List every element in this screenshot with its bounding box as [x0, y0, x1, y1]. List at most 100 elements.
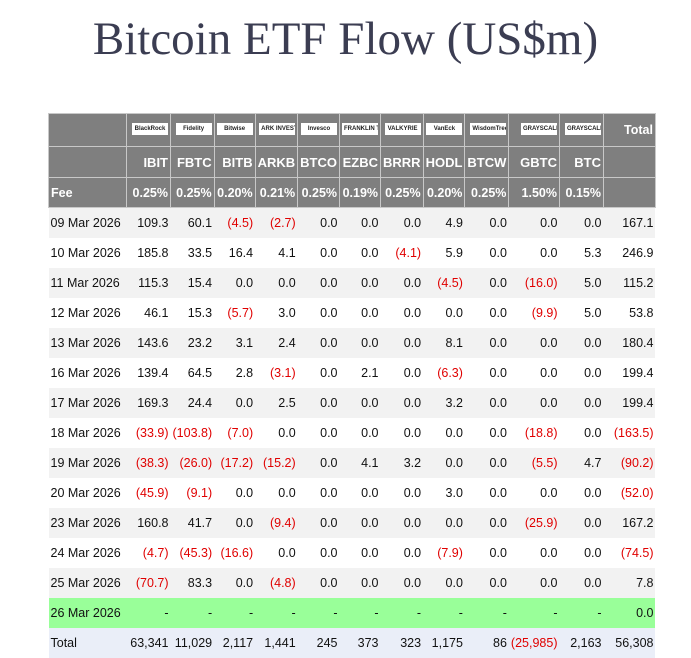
- flow-cell: (4.1): [395, 246, 422, 260]
- date-cell: Total: [50, 636, 77, 650]
- flow-cell: 199.4: [622, 396, 654, 410]
- flow-cell: 0.0: [540, 216, 558, 230]
- issuer-logo-cell: VanEck: [422, 113, 466, 147]
- ticker-header: BTC: [558, 146, 604, 178]
- ticker-header: FBTC: [170, 146, 215, 178]
- flow-cell: (9.9): [531, 306, 558, 320]
- flow-cell: 4.1: [361, 456, 379, 470]
- flow-cell: 86: [493, 636, 507, 650]
- flow-cell: (52.0): [620, 486, 654, 500]
- flow-cell: 0.0: [584, 426, 602, 440]
- flow-cell: 0.0: [361, 516, 379, 530]
- flow-cell: -: [374, 606, 379, 620]
- flow-cell: 115.2: [623, 276, 654, 290]
- flow-cell: 109.3: [137, 216, 169, 230]
- flow-cell: 0.0: [361, 486, 379, 500]
- flow-cell: 0.0: [278, 426, 296, 440]
- flow-cell: 0.0: [361, 336, 379, 350]
- flow-cell: 64.5: [187, 366, 213, 380]
- flow-cell: 0.0: [403, 216, 422, 230]
- flow-cell: 0.0: [278, 276, 296, 290]
- flow-cell: 0.0: [489, 576, 507, 590]
- flow-cell: 0.0: [320, 396, 338, 410]
- flow-cell: 16.4: [228, 246, 254, 260]
- flow-cell: -: [248, 606, 254, 620]
- flow-cell: 63,341: [130, 636, 169, 650]
- flow-cell: 0.0: [445, 306, 463, 320]
- flow-cell: 0.0: [403, 306, 422, 320]
- flow-cell: -: [416, 606, 422, 620]
- blank-header: [48, 113, 127, 147]
- flow-cell: 1,175: [431, 636, 463, 650]
- ticker-header: IBIT: [126, 146, 171, 178]
- flow-cell: (5.5): [531, 456, 558, 470]
- flow-cell: 0.0: [489, 366, 507, 380]
- issuer-logo-cell: GRAYSCALE: [558, 113, 604, 147]
- flow-cell: 56,308: [615, 636, 654, 650]
- flow-cell: 0.0: [584, 216, 602, 230]
- flow-cell: 46.1: [144, 306, 169, 320]
- flow-cell: (6.3): [437, 366, 463, 380]
- flow-cell: 0.0: [489, 336, 507, 350]
- table-row: 19 Mar 2026 (38.3) (26.0) (17.2) (15.2) 0.0 4.…: [48, 448, 656, 478]
- flow-cell: 5.3: [584, 246, 602, 260]
- issuer-logo: ARK INVEST: [259, 122, 296, 135]
- date-cell: 12 Mar 2026: [50, 306, 121, 320]
- flow-cell: 0.0: [584, 576, 602, 590]
- flow-cell: 0.0: [235, 516, 254, 530]
- issuer-logo: VALKYRIE: [384, 122, 421, 135]
- table-row: 13 Mar 2026 143.6 23.2 3.1 2.4 0.0 0.0 0.0 8.1 0.…: [48, 328, 656, 358]
- flow-cell: (26.0): [179, 456, 213, 470]
- flow-cell: (2.7): [269, 216, 296, 230]
- flow-cell: 8.1: [445, 336, 463, 350]
- flow-cell: 0.0: [361, 576, 379, 590]
- flow-cell: 33.5: [187, 246, 213, 260]
- table-row: 23 Mar 2026 160.8 41.7 0.0 (9.4) 0.0 0.0 0.0 0.0…: [48, 508, 656, 538]
- flow-cell: 83.3: [187, 576, 213, 590]
- issuer-logo-cell: Invesco: [297, 113, 341, 147]
- fee-row: Fee 0.25% 0.25% 0.20% 0.21% 0.25% 0.19% 0.25% 0.…: [48, 177, 656, 208]
- flow-cell: 0.0: [540, 576, 558, 590]
- ticker-header: BTCW: [464, 146, 510, 178]
- flow-cell: 5.9: [445, 246, 463, 260]
- flow-cell: 0.0: [445, 456, 463, 470]
- flow-cell: (70.7): [135, 576, 169, 590]
- table-row: 25 Mar 2026 (70.7) 83.3 0.0 (4.8) 0.0 0.0 0.0 0.…: [48, 568, 656, 598]
- flow-cell: 3.2: [403, 456, 422, 470]
- flow-cell: -: [207, 606, 213, 620]
- flow-cell: 0.0: [489, 516, 507, 530]
- issuer-logo: VanEck: [426, 122, 463, 135]
- flow-cell: 185.8: [137, 246, 169, 260]
- flow-cell: 0.0: [278, 486, 296, 500]
- flow-cell: (18.8): [524, 426, 558, 440]
- flow-cell: 0.0: [320, 456, 338, 470]
- flow-cell: 4.7: [584, 456, 602, 470]
- flow-cell: 3.2: [445, 396, 463, 410]
- issuer-logo-cell: GRAYSCALE: [508, 113, 560, 147]
- flow-cell: (33.9): [135, 426, 169, 440]
- flow-cell: (163.5): [613, 426, 654, 440]
- flow-cell: 0.0: [445, 576, 463, 590]
- issuer-logo: FRANKLIN TEMPLETON: [342, 122, 379, 135]
- ticker-header: ARKB: [254, 146, 299, 178]
- blank-header: [602, 146, 656, 178]
- table-row: 09 Mar 2026 109.3 60.1 (4.5) (2.7) 0.0 0.0 0.0 4…: [48, 207, 656, 238]
- flow-cell: 0.0: [403, 486, 422, 500]
- flow-cell: 0.0: [278, 546, 296, 560]
- flow-cell: 0.0: [320, 576, 338, 590]
- flow-cell: 0.0: [361, 426, 379, 440]
- flow-cell: 41.7: [187, 516, 213, 530]
- flow-cell: 0.0: [320, 426, 338, 440]
- flow-cell: 0.0: [235, 486, 254, 500]
- flow-cell: 3.1: [235, 336, 254, 350]
- flow-cell: 0.0: [361, 246, 379, 260]
- table-row: 16 Mar 2026 139.4 64.5 2.8 (3.1) 0.0 2.1 0.0 (6.…: [48, 358, 656, 388]
- flow-cell: 245: [316, 636, 338, 650]
- flow-cell: 0.0: [445, 516, 463, 530]
- flow-cell: 143.6: [137, 336, 169, 350]
- ticker-row: IBIT FBTC BITB ARKB BTCO EZBC BRRR HODL BTCW GBTC…: [48, 146, 656, 178]
- flow-cell: 0.0: [320, 276, 338, 290]
- flow-cell: 139.4: [137, 366, 169, 380]
- flow-cell: -: [291, 606, 296, 620]
- fee-value: 0.20%: [213, 177, 256, 208]
